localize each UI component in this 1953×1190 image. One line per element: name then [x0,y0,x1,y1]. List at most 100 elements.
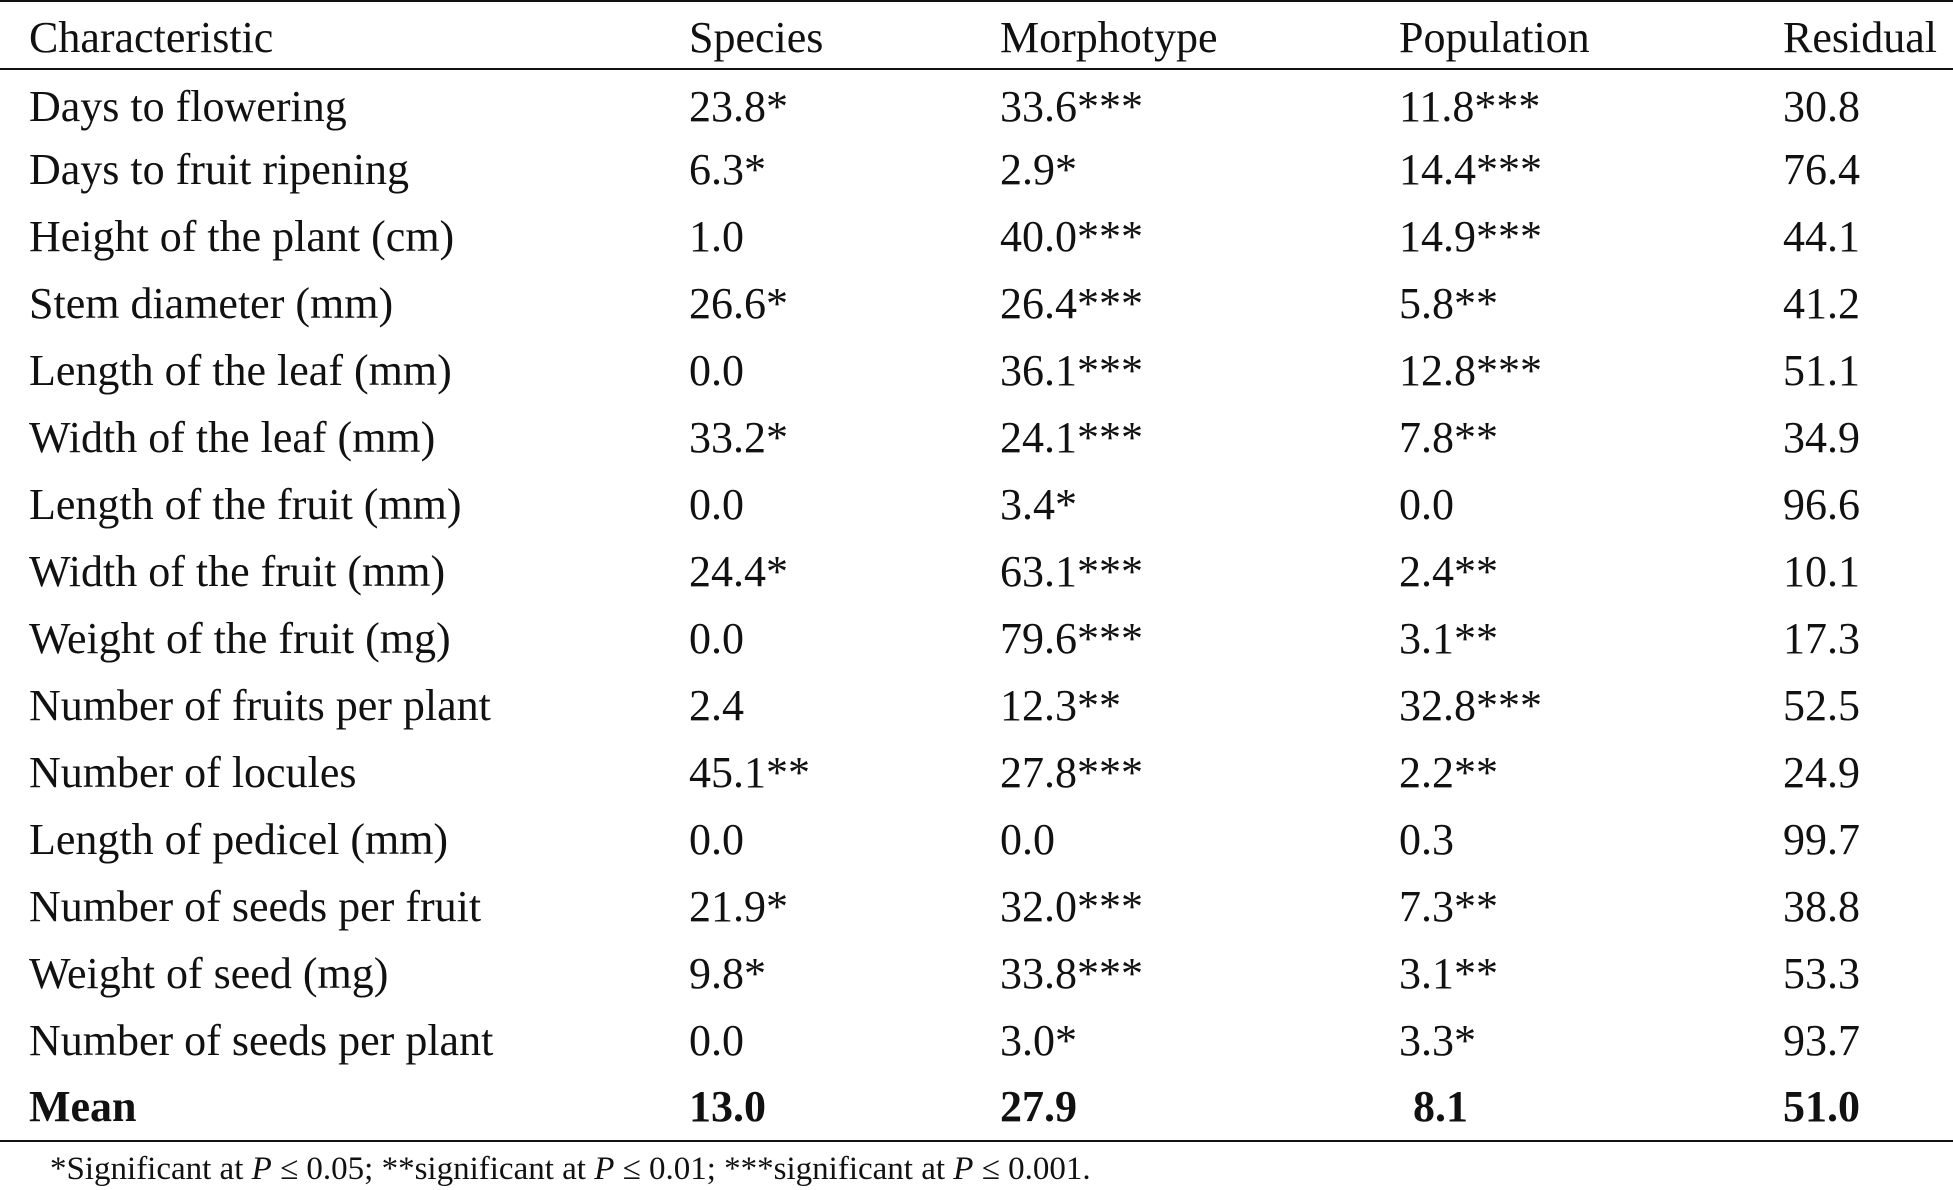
cell-residual: 10.1 [1783,546,1860,596]
cell-species: 21.9* [689,881,788,931]
footnote-p3: P [953,1151,974,1187]
cell-characteristic: Length of the fruit (mm) [29,479,462,529]
cell-characteristic: Number of fruits per plant [29,680,491,730]
cell-residual: 34.9 [1783,412,1860,462]
cell-species: 6.3* [689,144,766,194]
table-row: Weight of the fruit (mg) 0.0 79.6*** 3.1** 1… [0,605,1953,672]
cell-morphotype: 3.4* [1000,479,1077,529]
table-row: Days to flowering 23.8* 33.6*** 11.8*** 30.8 [0,69,1953,136]
cell-species: 1.0 [689,211,744,261]
cell-residual: 76.4 [1783,144,1860,194]
cell-morphotype: 3.0* [1000,1015,1077,1065]
cell-characteristic: Days to fruit ripening [29,144,410,194]
header-row: Characteristic Species Morphotype Popula… [0,0,1953,70]
cell-morphotype: 32.0*** [1000,881,1143,931]
cell-characteristic: Height of the plant (cm) [29,211,455,261]
table-row: Width of the fruit (mm) 24.4* 63.1*** 2.4**… [0,538,1953,605]
cell-morphotype: 36.1*** [1000,345,1143,395]
footnote-part3: ≤ 0.01; ***significant at [614,1151,954,1187]
cell-characteristic: Number of seeds per fruit [29,881,482,931]
cell-morphotype: 27.8*** [1000,747,1143,797]
table-row: Length of the fruit (mm) 0.0 3.4* 0.0 96.6 [0,471,1953,538]
mean-population: 8.1 [1399,1074,1783,1142]
cell-species: 0.0 [689,613,744,663]
cell-morphotype: 63.1*** [1000,546,1143,596]
cell-characteristic: Length of pedicel (mm) [29,814,449,864]
cell-morphotype: 24.1*** [1000,412,1143,462]
cell-species: 23.8* [689,82,788,131]
table-row: Weight of seed (mg) 9.8* 33.8*** 3.1** 53.3 [0,940,1953,1007]
header-species: Species [689,0,1000,70]
cell-species: 24.4* [689,546,788,596]
cell-residual: 96.6 [1783,479,1860,529]
cell-population: 2.4** [1399,546,1498,596]
cell-population: 2.2** [1399,747,1498,797]
cell-residual: 38.8 [1783,881,1860,931]
cell-species: 0.0 [689,345,744,395]
cell-morphotype: 40.0*** [1000,211,1143,261]
cell-population: 5.8** [1399,278,1498,328]
cell-population: 11.8*** [1399,82,1541,131]
table-row: Number of fruits per plant 2.4 12.3** 32.8*… [0,672,1953,739]
cell-residual: 44.1 [1783,211,1860,261]
cell-residual: 52.5 [1783,680,1860,730]
cell-population: 3.1** [1399,948,1498,998]
cell-residual: 99.7 [1783,814,1860,864]
cell-residual: 93.7 [1783,1015,1860,1065]
cell-population: 3.1** [1399,613,1498,663]
cell-morphotype: 33.8*** [1000,948,1143,998]
cell-population: 32.8*** [1399,680,1542,730]
cell-morphotype: 2.9* [1000,144,1077,194]
mean-species: 13.0 [689,1074,1000,1142]
cell-characteristic: Weight of the fruit (mg) [29,613,451,663]
cell-species: 0.0 [689,479,744,529]
mean-row: Mean 13.0 27.9 8.1 51.0 [0,1074,1953,1142]
cell-characteristic: Days to flowering [29,82,347,131]
header-morphotype: Morphotype [1000,0,1399,70]
cell-morphotype: 79.6*** [1000,613,1143,663]
table-body: Days to flowering 23.8* 33.6*** 11.8*** 30.8… [0,69,1953,1142]
cell-characteristic: Width of the fruit (mm) [29,546,446,596]
cell-residual: 30.8 [1783,82,1860,131]
cell-species: 45.1** [689,747,810,797]
cell-species: 0.0 [689,814,744,864]
footnote-part4: ≤ 0.001. [973,1151,1091,1187]
cell-population: 3.3* [1399,1015,1476,1065]
header-population: Population [1399,0,1783,70]
cell-characteristic: Number of seeds per plant [29,1015,494,1065]
table-row: Number of seeds per fruit 21.9* 32.0*** 7.3… [0,873,1953,940]
mean-residual: 51.0 [1783,1074,1953,1142]
cell-population: 14.9*** [1399,211,1542,261]
header-residual: Residual [1783,0,1953,70]
cell-species: 33.2* [689,412,788,462]
cell-morphotype: 26.4*** [1000,278,1143,328]
footnote-p2: P [594,1151,615,1187]
cell-characteristic: Length of the leaf (mm) [29,345,452,395]
cell-population: 7.8** [1399,412,1498,462]
table-footnote: *Significant at P ≤ 0.05; **significant … [50,1153,1091,1186]
table-header: Characteristic Species Morphotype Popula… [0,0,1953,70]
table-row: Height of the plant (cm) 1.0 40.0*** 14.9**… [0,203,1953,270]
cell-characteristic: Number of locules [29,747,357,797]
cell-characteristic: Width of the leaf (mm) [29,412,436,462]
cell-population: 0.0 [1399,479,1454,529]
cell-residual: 17.3 [1783,613,1860,663]
cell-characteristic: Stem diameter (mm) [29,278,394,328]
cell-morphotype: 33.6*** [1000,82,1143,131]
cell-species: 0.0 [689,1015,744,1065]
cell-residual: 53.3 [1783,948,1860,998]
cell-population: 0.3 [1399,814,1454,864]
cell-species: 9.8* [689,948,766,998]
cell-population: 12.8*** [1399,345,1542,395]
table-row: Stem diameter (mm) 26.6* 26.4*** 5.8** 41.2 [0,270,1953,337]
table-row: Width of the leaf (mm) 33.2* 24.1*** 7.8** 3… [0,404,1953,471]
variance-components-table: Characteristic Species Morphotype Popula… [0,0,1953,1142]
cell-morphotype: 12.3** [1000,680,1121,730]
table-row: Number of locules 45.1** 27.8*** 2.2** 24.9 [0,739,1953,806]
cell-species: 2.4 [689,680,744,730]
cell-population: 14.4*** [1399,144,1542,194]
cell-residual: 24.9 [1783,747,1860,797]
footnote-part1: *Significant at [50,1151,252,1187]
cell-residual: 51.1 [1783,345,1860,395]
